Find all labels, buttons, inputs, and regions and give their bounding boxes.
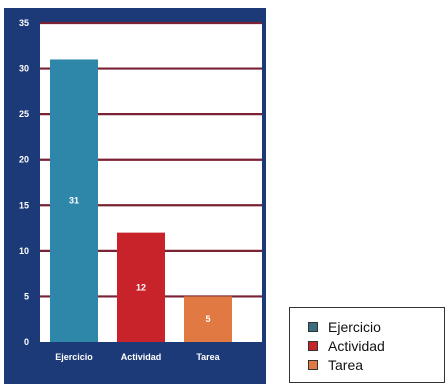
legend: Ejercicio Actividad Tarea: [289, 307, 445, 383]
bar-chart: 0 5 10 15 20 25 30 35 31 Ejercicio 12 Actividad 5 Tar…: [4, 8, 266, 384]
legend-swatch-tarea: [308, 360, 318, 370]
legend-item-ejercicio: Ejercicio: [308, 318, 381, 336]
y-tick-label: 5: [24, 291, 29, 301]
y-tick-label: 20: [19, 155, 29, 165]
bar: [117, 232, 165, 342]
legend-label-ejercicio: Ejercicio: [328, 319, 381, 335]
y-tick-label: 0: [24, 337, 29, 347]
legend-swatch-actividad: [308, 341, 318, 351]
data-label: 5: [205, 314, 210, 324]
x-tick-label: Actividad: [121, 352, 162, 362]
data-label: 31: [69, 196, 79, 206]
x-tick-label: Tarea: [196, 352, 220, 362]
y-tick-label: 25: [19, 109, 29, 119]
legend-item-tarea: Tarea: [308, 356, 363, 374]
legend-item-actividad: Actividad: [308, 337, 385, 355]
x-tick-label: Ejercicio: [55, 352, 93, 362]
y-tick-label: 15: [19, 200, 29, 210]
chart-panel: 0 5 10 15 20 25 30 35 31 Ejercicio 12 Actividad 5 Tar…: [4, 8, 266, 384]
y-tick-label: 10: [19, 246, 29, 256]
y-tick-label: 30: [19, 64, 29, 74]
legend-label-actividad: Actividad: [328, 338, 385, 354]
bar: [184, 296, 232, 342]
y-tick-label: 35: [19, 18, 29, 28]
data-label: 12: [136, 282, 146, 292]
bar: [50, 59, 98, 342]
legend-swatch-ejercicio: [308, 322, 318, 332]
legend-label-tarea: Tarea: [328, 357, 364, 373]
